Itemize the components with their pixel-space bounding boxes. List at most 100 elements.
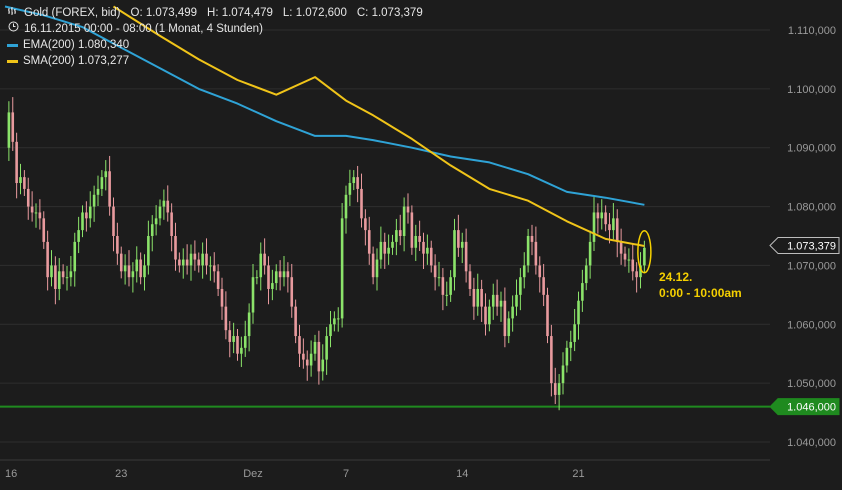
y-tick-label: 1.110,000 bbox=[788, 25, 836, 37]
candle-body bbox=[166, 200, 170, 213]
candle-body bbox=[197, 259, 201, 266]
candle-body bbox=[201, 253, 204, 266]
candle-body bbox=[294, 306, 297, 337]
candle-body bbox=[526, 236, 530, 266]
candle-body bbox=[426, 247, 429, 254]
candle-body bbox=[561, 365, 565, 384]
sma-value: 1.073,277 bbox=[77, 55, 130, 67]
x-tick-label: 14 bbox=[456, 468, 468, 480]
candle-body bbox=[410, 212, 414, 248]
candle-body bbox=[174, 236, 177, 260]
candle-body bbox=[23, 177, 26, 189]
candle-body bbox=[42, 218, 46, 242]
candle-body bbox=[418, 236, 421, 242]
candle-body bbox=[387, 247, 390, 254]
candle-body bbox=[189, 253, 193, 266]
candle-body bbox=[507, 318, 511, 337]
bar-chart-icon bbox=[6, 5, 20, 21]
candle-body bbox=[449, 277, 452, 295]
candle-body bbox=[11, 112, 15, 142]
x-tick-label: 16 bbox=[5, 468, 17, 480]
candle-body bbox=[321, 359, 325, 372]
candle-body bbox=[278, 271, 282, 278]
candle-body bbox=[530, 236, 534, 242]
candle-body bbox=[247, 312, 251, 337]
candle-body bbox=[360, 188, 363, 219]
candle-body bbox=[96, 188, 100, 195]
candle-body bbox=[193, 253, 197, 260]
candle-body bbox=[85, 212, 88, 219]
clock-icon bbox=[6, 21, 20, 37]
candle-body bbox=[26, 188, 30, 207]
candle-body bbox=[209, 265, 212, 267]
candle-body bbox=[46, 241, 49, 278]
candle-body bbox=[302, 353, 305, 360]
candle-body bbox=[73, 241, 77, 272]
candle-body bbox=[584, 265, 588, 284]
close-value: 1.073,379 bbox=[371, 7, 423, 19]
candle-body bbox=[305, 359, 309, 366]
y-tick-label: 1.100,000 bbox=[787, 84, 836, 96]
candle-body bbox=[395, 230, 398, 242]
candle-body bbox=[352, 177, 356, 184]
open-label: O: bbox=[130, 7, 143, 19]
x-axis: 16 23 Dez 7 14 21 bbox=[5, 468, 585, 480]
candle-body bbox=[243, 336, 247, 348]
sma-swatch bbox=[7, 59, 18, 63]
candle-body bbox=[348, 183, 352, 195]
candle-body bbox=[251, 277, 255, 313]
candle-body bbox=[61, 271, 65, 278]
period-row: 16.11.2015 00:00 - 08:00 (1 Monat, 4 Stu… bbox=[6, 21, 423, 37]
y-tick-label: 1.060,000 bbox=[787, 319, 836, 331]
candle-body bbox=[50, 265, 53, 278]
candle-body bbox=[333, 318, 336, 325]
x-tick-label: Dez bbox=[243, 468, 263, 480]
candle-body bbox=[519, 277, 522, 295]
candle-body bbox=[123, 265, 127, 272]
low-label: L: bbox=[282, 7, 293, 19]
candle-body bbox=[224, 306, 228, 331]
candle-body bbox=[344, 194, 348, 219]
candle-body bbox=[402, 206, 406, 236]
legend-ema[interactable]: EMA(200) 1.080,340 bbox=[6, 37, 423, 53]
candle-body bbox=[317, 341, 321, 372]
candle-body bbox=[104, 171, 108, 178]
candle-body bbox=[185, 259, 189, 266]
candle-body bbox=[503, 300, 507, 337]
candle-body bbox=[282, 271, 286, 278]
candle-body bbox=[232, 336, 235, 342]
candle-body bbox=[534, 241, 538, 266]
legend-sma[interactable]: SMA(200) 1.073,277 bbox=[6, 53, 423, 69]
candle-body bbox=[511, 306, 514, 319]
candle-body bbox=[553, 383, 557, 395]
candle-body bbox=[457, 230, 460, 248]
candle-body bbox=[476, 288, 480, 307]
candle-body bbox=[212, 265, 216, 272]
candle-body bbox=[546, 294, 549, 337]
candle-body bbox=[588, 241, 592, 266]
candle-body bbox=[34, 212, 38, 214]
candle-body bbox=[112, 206, 115, 236]
candle-body bbox=[379, 241, 383, 260]
candle-body bbox=[92, 194, 96, 207]
candle-body bbox=[298, 336, 301, 354]
candle-body bbox=[150, 224, 154, 236]
candle-body bbox=[522, 265, 526, 278]
candle-body bbox=[263, 253, 266, 266]
candle-body bbox=[464, 241, 468, 272]
candle-body bbox=[325, 336, 328, 360]
candle-body bbox=[627, 259, 631, 261]
candle-body bbox=[127, 265, 131, 278]
candle-body bbox=[468, 271, 472, 289]
x-tick-label: 23 bbox=[115, 468, 127, 480]
moving-averages bbox=[4, 5, 645, 247]
ema-value: 1.080,340 bbox=[77, 39, 130, 51]
candle-body bbox=[108, 171, 111, 207]
annotation: 24.12. 0:00 - 10:00am bbox=[637, 230, 742, 300]
candle-body bbox=[309, 353, 313, 366]
candle-body bbox=[267, 265, 270, 289]
candle-body bbox=[54, 265, 57, 289]
candle-body bbox=[30, 206, 34, 213]
